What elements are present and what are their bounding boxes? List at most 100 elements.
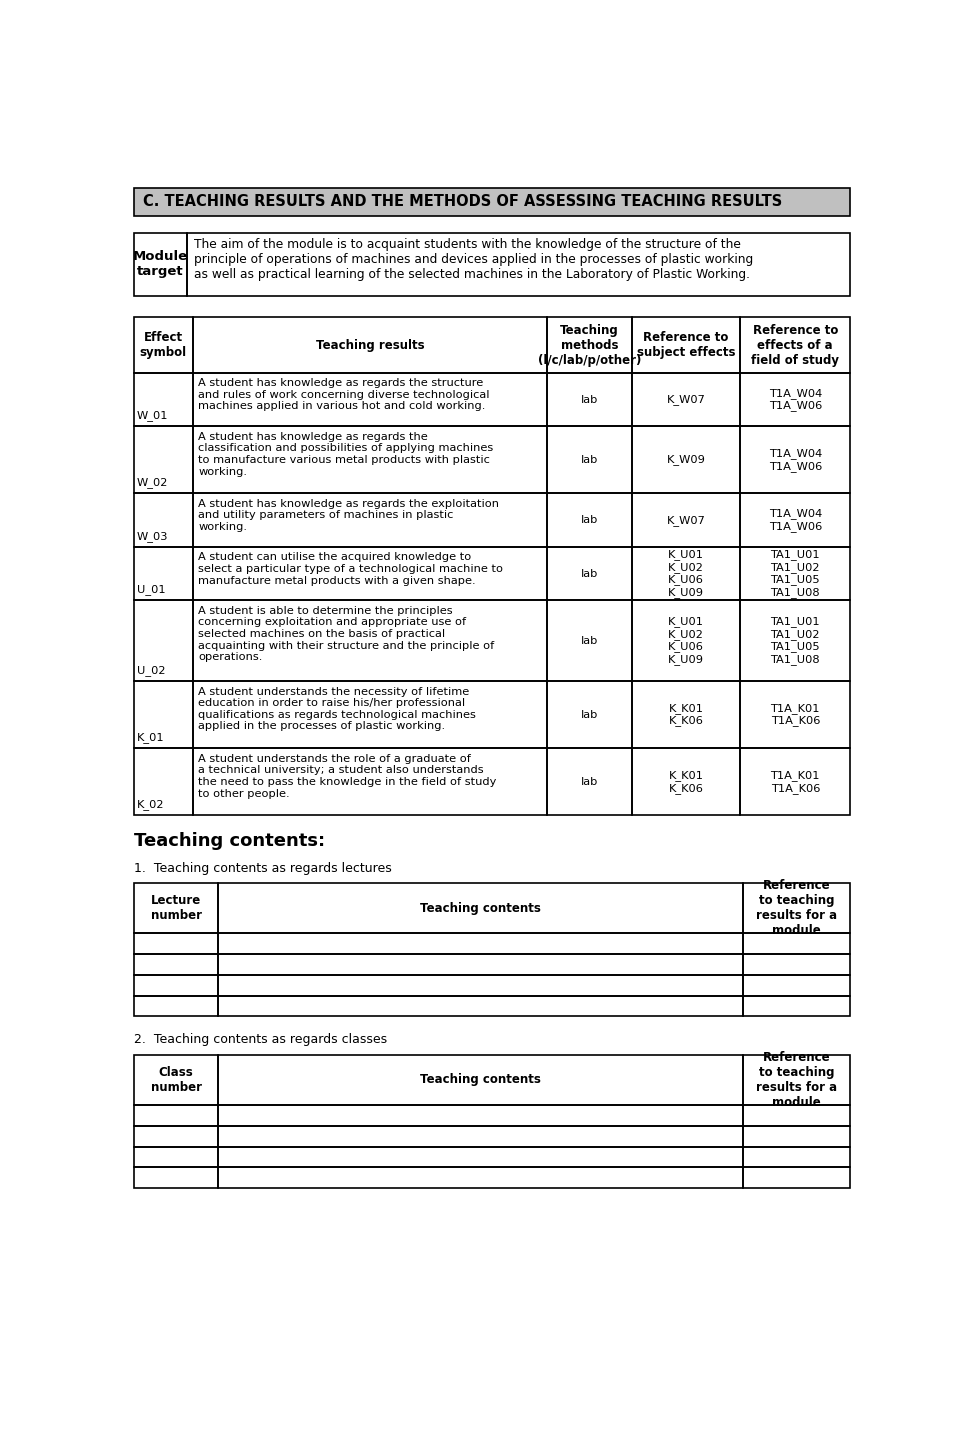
Text: K_K01
K_K06: K_K01 K_K06 <box>668 770 704 794</box>
Bar <box>193 427 547 494</box>
Bar <box>743 996 850 1016</box>
Bar <box>193 748 547 816</box>
Text: Lecture
number: Lecture number <box>151 894 202 922</box>
Text: Effect
symbol: Effect symbol <box>140 331 187 359</box>
Text: K_W09: K_W09 <box>666 454 706 465</box>
Text: lab: lab <box>581 515 598 526</box>
Text: W_01: W_01 <box>137 409 169 421</box>
Bar <box>134 373 193 427</box>
Bar <box>632 373 740 427</box>
Text: Teaching contents: Teaching contents <box>420 1073 541 1086</box>
Text: A student has knowledge as regards the exploitation
and utility parameters of ma: A student has knowledge as regards the e… <box>198 499 499 531</box>
Text: T1A_K01
T1A_K06: T1A_K01 T1A_K06 <box>771 703 820 726</box>
Bar <box>547 373 632 427</box>
Text: U_01: U_01 <box>137 584 166 595</box>
Bar <box>134 1125 219 1147</box>
Text: TA1_U01
TA1_U02
TA1_U05
TA1_U08: TA1_U01 TA1_U02 TA1_U05 TA1_U08 <box>771 549 820 598</box>
Text: lab: lab <box>581 395 598 405</box>
Text: A student understands the necessity of lifetime
education in order to raise his/: A student understands the necessity of l… <box>198 687 476 732</box>
Text: lab: lab <box>581 569 598 579</box>
Bar <box>547 681 632 748</box>
Bar <box>743 1167 850 1188</box>
Bar <box>740 547 850 600</box>
Text: 2.  Teaching contents as regards classes: 2. Teaching contents as regards classes <box>134 1034 387 1047</box>
Bar <box>134 748 193 816</box>
Text: K_W07: K_W07 <box>666 515 706 526</box>
Text: Reference
to teaching
results for a
module: Reference to teaching results for a modu… <box>756 1051 837 1109</box>
Bar <box>134 996 219 1016</box>
Bar <box>219 1105 743 1125</box>
Bar <box>134 934 219 954</box>
Text: C. TEACHING RESULTS AND THE METHODS OF ASSESSING TEACHING RESULTS: C. TEACHING RESULTS AND THE METHODS OF A… <box>143 195 782 209</box>
Bar <box>219 1167 743 1188</box>
Bar <box>743 1056 850 1105</box>
Bar <box>134 954 219 974</box>
Bar <box>134 600 193 681</box>
Text: W_02: W_02 <box>137 478 168 488</box>
Text: T1A_W04
T1A_W06: T1A_W04 T1A_W06 <box>769 449 822 472</box>
Bar <box>219 1147 743 1167</box>
Bar <box>193 494 547 547</box>
Bar <box>547 318 632 373</box>
Text: A student understands the role of a graduate of
a technical university; a studen: A student understands the role of a grad… <box>198 754 496 799</box>
Bar <box>219 996 743 1016</box>
Bar <box>193 600 547 681</box>
Bar <box>632 547 740 600</box>
Bar <box>134 189 850 216</box>
Text: K_W07: K_W07 <box>666 393 706 405</box>
Bar <box>134 494 193 547</box>
Bar <box>740 600 850 681</box>
Bar <box>134 974 219 996</box>
Bar <box>547 748 632 816</box>
Bar <box>134 883 219 934</box>
Bar <box>632 494 740 547</box>
Text: Class
number: Class number <box>151 1066 202 1093</box>
Text: K_U01
K_U02
K_U06
K_U09: K_U01 K_U02 K_U06 K_U09 <box>668 617 704 665</box>
Bar <box>743 934 850 954</box>
Bar <box>743 1147 850 1167</box>
Text: U_02: U_02 <box>137 665 165 675</box>
Bar <box>134 1147 219 1167</box>
Bar <box>134 1056 219 1105</box>
Text: Teaching contents: Teaching contents <box>420 902 541 915</box>
Text: lab: lab <box>581 454 598 465</box>
Bar <box>632 748 740 816</box>
Bar <box>740 373 850 427</box>
Bar <box>743 1105 850 1125</box>
Text: TA1_U01
TA1_U02
TA1_U05
TA1_U08: TA1_U01 TA1_U02 TA1_U05 TA1_U08 <box>771 617 820 665</box>
Bar <box>632 600 740 681</box>
Bar <box>743 883 850 934</box>
Text: Reference to
subject effects: Reference to subject effects <box>636 331 735 359</box>
Text: A student has knowledge as regards the structure
and rules of work concerning di: A student has knowledge as regards the s… <box>198 379 490 411</box>
Text: Reference to
effects of a
field of study: Reference to effects of a field of study <box>752 324 839 367</box>
Bar <box>134 547 193 600</box>
Bar <box>547 600 632 681</box>
Bar <box>740 748 850 816</box>
Text: K_K01
K_K06: K_K01 K_K06 <box>668 703 704 726</box>
Bar <box>219 1125 743 1147</box>
Bar <box>193 373 547 427</box>
Bar <box>547 427 632 494</box>
Bar <box>740 427 850 494</box>
Text: K_01: K_01 <box>137 732 165 743</box>
Bar <box>547 547 632 600</box>
Text: K_U01
K_U02
K_U06
K_U09: K_U01 K_U02 K_U06 K_U09 <box>668 549 704 598</box>
Text: W_03: W_03 <box>137 530 169 542</box>
Text: lab: lab <box>581 710 598 720</box>
Text: A student is able to determine the principles
concerning exploitation and approp: A student is able to determine the princ… <box>198 605 494 662</box>
Bar <box>193 547 547 600</box>
Text: The aim of the module is to acquaint students with the knowledge of the structur: The aim of the module is to acquaint stu… <box>194 238 754 282</box>
Bar <box>134 1105 219 1125</box>
Text: T1A_K01
T1A_K06: T1A_K01 T1A_K06 <box>771 770 820 794</box>
Text: lab: lab <box>581 636 598 646</box>
Bar <box>740 494 850 547</box>
Bar <box>193 681 547 748</box>
Text: A student has knowledge as regards the
classification and possibilities of apply: A student has knowledge as regards the c… <box>198 431 493 476</box>
Bar <box>186 232 850 296</box>
Bar <box>219 883 743 934</box>
Bar <box>134 427 193 494</box>
Bar <box>740 318 850 373</box>
Text: T1A_W04
T1A_W06: T1A_W04 T1A_W06 <box>769 508 822 531</box>
Text: Teaching
methods
(l/c/lab/p/other): Teaching methods (l/c/lab/p/other) <box>538 324 641 367</box>
Text: lab: lab <box>581 777 598 787</box>
